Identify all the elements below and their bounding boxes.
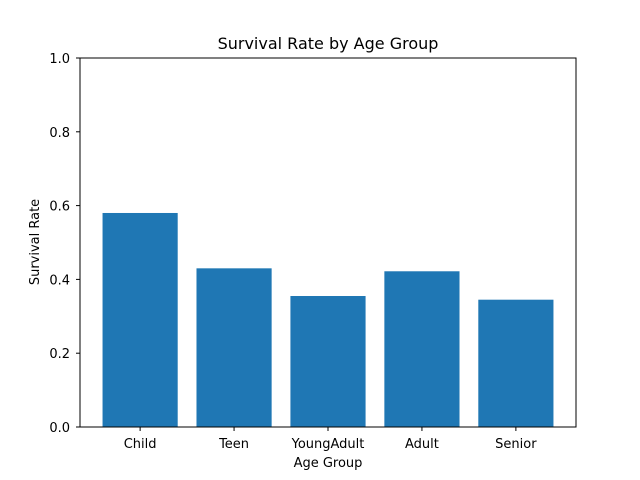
- bar-senior: [478, 299, 554, 427]
- y-tick-label: 0.0: [49, 421, 70, 436]
- x-tick-label: Adult: [405, 437, 439, 452]
- x-tick-label: Child: [124, 437, 157, 452]
- x-axis-label: Age Group: [294, 456, 363, 471]
- chart-title: Survival Rate by Age Group: [218, 34, 439, 53]
- y-tick-label: 0.4: [49, 273, 70, 288]
- bar-adult: [384, 271, 460, 427]
- y-tick-label: 1.0: [49, 52, 70, 67]
- bar-child: [102, 212, 178, 427]
- x-tick-label: Teen: [218, 437, 249, 452]
- x-tick-label: Senior: [495, 437, 537, 452]
- x-tick-label: YoungAdult: [291, 437, 365, 452]
- y-tick-label: 0.6: [49, 200, 70, 215]
- plot-frame: [79, 57, 577, 428]
- y-tick-label: 0.8: [49, 126, 70, 141]
- y-tick-label: 0.2: [49, 347, 70, 362]
- x-axis-ticks: Child Teen YoungAdult Adult Senior: [124, 427, 537, 452]
- bar-youngadult: [290, 296, 366, 427]
- bars-group: [102, 212, 554, 427]
- bar-teen: [196, 268, 272, 427]
- y-axis-label: Survival Rate: [28, 199, 43, 285]
- y-axis-ticks: 0.0 0.2 0.4 0.6 0.8 1.0: [49, 52, 80, 436]
